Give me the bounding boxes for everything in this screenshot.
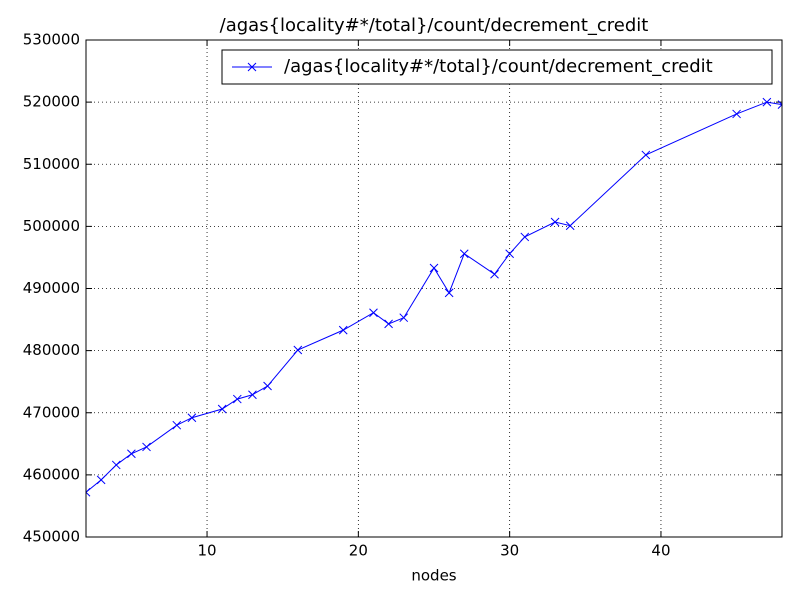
marker (444, 288, 454, 298)
marker (142, 442, 151, 452)
marker (459, 249, 469, 259)
marker (762, 97, 772, 107)
marker (641, 150, 651, 160)
legend-text: /agas{locality#*/total}/count/decrement_… (284, 56, 713, 77)
marker (217, 404, 227, 414)
plot-frame (85, 39, 783, 538)
marker (384, 319, 393, 329)
marker (520, 232, 530, 242)
y-tick-label: 480000 (23, 341, 80, 359)
y-tick-label: 460000 (23, 465, 80, 483)
y-tick-label: 490000 (23, 279, 80, 297)
marker (187, 413, 197, 423)
y-tick-label: 450000 (23, 528, 80, 546)
y-tick-label: 520000 (23, 93, 80, 111)
marker (127, 449, 136, 459)
marker (172, 420, 182, 430)
marker (369, 308, 378, 318)
marker (248, 390, 257, 400)
marker (429, 263, 439, 273)
y-tick-label: 510000 (23, 155, 80, 173)
marker (732, 109, 741, 119)
marker (232, 394, 242, 404)
x-tick-label: 20 (349, 542, 368, 560)
x-tick-label: 30 (500, 542, 519, 560)
chart-title: /agas{locality#*/total}/count/decrement_… (220, 15, 649, 36)
y-tick-label: 470000 (23, 403, 80, 421)
x-tick-label: 40 (651, 542, 670, 560)
marker (293, 345, 303, 355)
marker (338, 325, 348, 335)
marker (565, 221, 575, 231)
marker (550, 217, 560, 227)
marker (111, 460, 121, 470)
marker (96, 475, 106, 485)
marker (505, 249, 515, 259)
x-axis-label: nodes (411, 567, 456, 585)
y-tick-label: 500000 (23, 217, 80, 235)
legend-marker (247, 62, 257, 72)
marker (263, 381, 272, 391)
marker (86, 487, 91, 497)
marker (777, 100, 782, 109)
marker (399, 313, 409, 323)
marker (490, 269, 499, 279)
series-line (86, 101, 782, 493)
legend-box (221, 49, 773, 85)
y-tick-label: 530000 (23, 31, 80, 49)
x-tick-label: 10 (197, 542, 216, 560)
